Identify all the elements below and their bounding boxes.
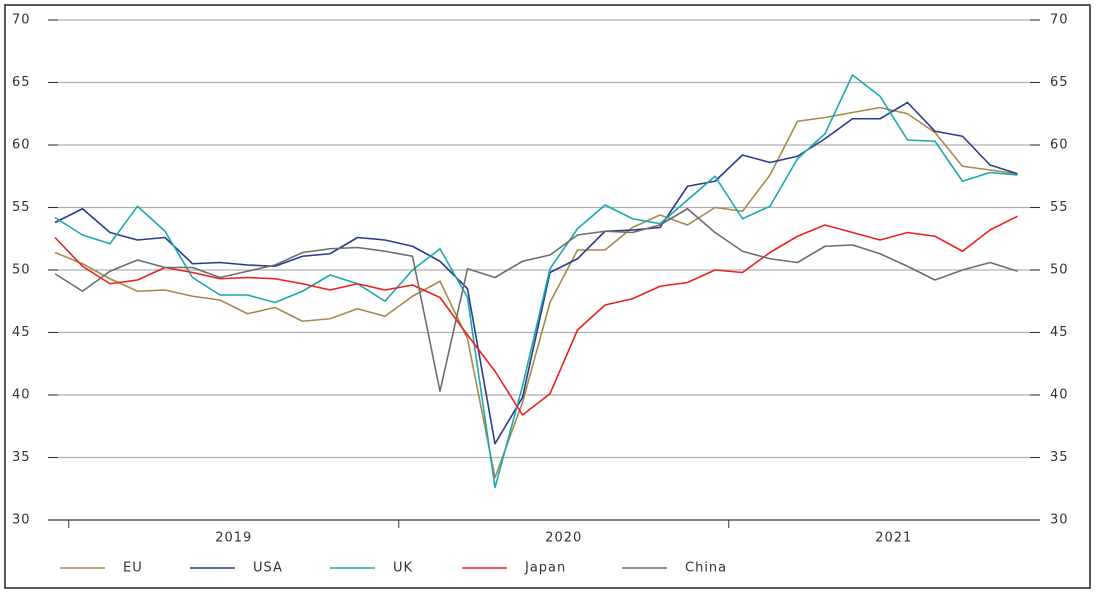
legend-label: Japan	[524, 561, 566, 576]
y2-tick-label: 35	[1050, 450, 1069, 465]
legend-label: USA	[253, 561, 283, 576]
y-tick-label: 45	[12, 325, 31, 340]
frame	[4, 4, 1091, 589]
y2-tick-label: 40	[1050, 388, 1069, 403]
series-line	[54, 74, 1018, 489]
series-line	[54, 101, 1018, 445]
y2-tick-label: 70	[1050, 13, 1069, 28]
y2-tick-label: 60	[1050, 138, 1069, 153]
y2-tick-label: 55	[1050, 200, 1069, 215]
legend-label: China	[685, 561, 727, 576]
legend-label: UK	[393, 561, 413, 576]
y2-tick-label: 45	[1050, 325, 1069, 340]
x-tick-label: 2019	[215, 531, 252, 546]
y-tick-label: 55	[12, 200, 31, 215]
y2-tick-label: 30	[1050, 513, 1069, 528]
y-tick-label: 50	[12, 263, 31, 278]
series-line	[54, 215, 1018, 416]
y-tick-label: 65	[12, 75, 31, 90]
series-line	[54, 106, 1018, 479]
legend-label: EU	[123, 561, 143, 576]
y-tick-label: 30	[12, 513, 31, 528]
x-tick-label: 2021	[875, 531, 912, 546]
y-tick-label: 60	[12, 138, 31, 153]
x-tick-label: 2020	[545, 531, 582, 546]
y2-tick-label: 50	[1050, 263, 1069, 278]
y-tick-label: 40	[12, 388, 31, 403]
y2-tick-label: 65	[1050, 75, 1069, 90]
series-line	[54, 207, 1018, 393]
y-tick-label: 35	[12, 450, 31, 465]
y-tick-label: 70	[12, 13, 31, 28]
